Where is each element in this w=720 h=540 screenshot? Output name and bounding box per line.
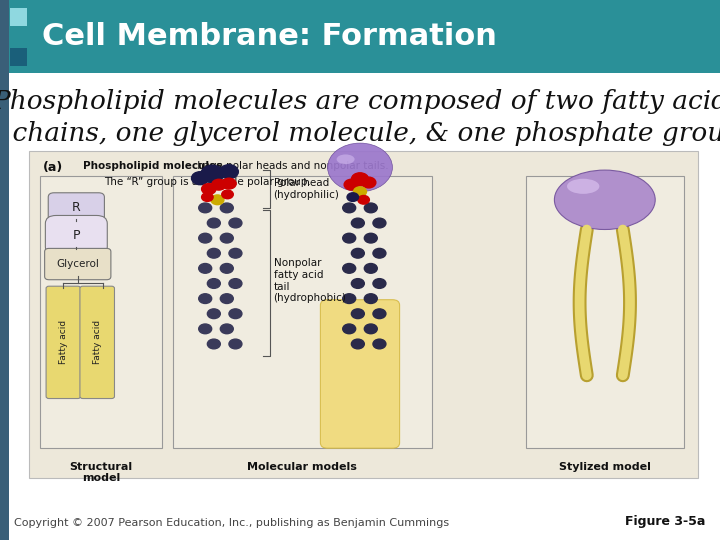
Text: (a): (a) [43, 161, 63, 174]
Text: Fatty acid: Fatty acid [59, 320, 68, 364]
Circle shape [351, 309, 364, 319]
FancyBboxPatch shape [10, 48, 27, 66]
Circle shape [220, 165, 238, 179]
Text: The “R” group is a variable polar group.: The “R” group is a variable polar group. [104, 177, 311, 187]
Circle shape [358, 195, 369, 204]
Circle shape [220, 203, 233, 213]
Circle shape [222, 178, 236, 189]
Circle shape [229, 279, 242, 288]
Circle shape [229, 309, 242, 319]
Circle shape [220, 294, 233, 303]
Circle shape [344, 179, 359, 190]
Circle shape [373, 248, 386, 258]
FancyBboxPatch shape [48, 193, 104, 223]
Circle shape [354, 187, 366, 197]
Ellipse shape [554, 170, 655, 230]
Circle shape [351, 279, 364, 288]
FancyBboxPatch shape [10, 28, 27, 46]
Text: P: P [73, 228, 80, 242]
Text: Phospholipid molecules are composed of two fatty acid
    chains, one glycerol m: Phospholipid molecules are composed of t… [0, 89, 720, 146]
Circle shape [220, 264, 233, 273]
Ellipse shape [336, 154, 354, 164]
FancyBboxPatch shape [0, 0, 9, 540]
FancyBboxPatch shape [29, 151, 698, 478]
Circle shape [343, 264, 356, 273]
Text: Figure 3-5a: Figure 3-5a [625, 515, 706, 528]
Text: Fatty acid: Fatty acid [93, 320, 102, 364]
Text: Glycerol: Glycerol [56, 259, 99, 269]
Circle shape [351, 248, 364, 258]
Circle shape [364, 324, 377, 334]
Circle shape [343, 294, 356, 303]
Text: Structural
model: Structural model [69, 462, 132, 483]
Circle shape [343, 233, 356, 243]
Circle shape [351, 173, 369, 186]
Circle shape [361, 177, 376, 188]
Circle shape [212, 179, 226, 190]
Circle shape [347, 193, 359, 201]
Circle shape [207, 309, 220, 319]
Circle shape [351, 218, 364, 228]
Circle shape [207, 218, 220, 228]
Ellipse shape [567, 179, 599, 194]
Circle shape [202, 193, 213, 201]
FancyBboxPatch shape [10, 8, 27, 26]
Circle shape [343, 203, 356, 213]
Circle shape [373, 218, 386, 228]
Text: Polar head
(hydrophilic): Polar head (hydrophilic) [274, 178, 339, 200]
Text: Stylized model: Stylized model [559, 462, 651, 472]
Circle shape [202, 184, 216, 194]
Circle shape [199, 294, 212, 303]
Circle shape [207, 248, 220, 258]
FancyBboxPatch shape [45, 215, 107, 255]
FancyBboxPatch shape [320, 300, 400, 448]
Circle shape [364, 203, 377, 213]
FancyBboxPatch shape [46, 286, 81, 399]
FancyBboxPatch shape [173, 176, 432, 448]
FancyBboxPatch shape [80, 286, 114, 399]
Circle shape [229, 339, 242, 349]
Circle shape [199, 233, 212, 243]
Circle shape [343, 324, 356, 334]
FancyBboxPatch shape [526, 176, 684, 448]
FancyBboxPatch shape [40, 176, 162, 448]
Circle shape [222, 190, 233, 199]
Text: Phospholipid molecules: Phospholipid molecules [83, 161, 222, 171]
Circle shape [373, 279, 386, 288]
Ellipse shape [328, 143, 392, 192]
Circle shape [229, 248, 242, 258]
Text: Nonpolar
fatty acid
tail
(hydrophobic): Nonpolar fatty acid tail (hydrophobic) [274, 259, 346, 303]
Circle shape [199, 324, 212, 334]
Circle shape [229, 218, 242, 228]
Circle shape [199, 264, 212, 273]
Circle shape [364, 233, 377, 243]
Circle shape [207, 339, 220, 349]
Text: Copyright © 2007 Pearson Education, Inc., publishing as Benjamin Cummings: Copyright © 2007 Pearson Education, Inc.… [14, 518, 449, 528]
Text: Molecular models: Molecular models [248, 462, 357, 472]
Text: Cell Membrane: Formation: Cell Membrane: Formation [42, 22, 497, 51]
Text: have polar heads and nonpolar tails.: have polar heads and nonpolar tails. [194, 161, 389, 171]
Circle shape [199, 203, 212, 213]
Circle shape [220, 324, 233, 334]
Circle shape [364, 294, 377, 303]
Text: R: R [72, 201, 81, 214]
Circle shape [364, 264, 377, 273]
Circle shape [211, 195, 224, 205]
Circle shape [373, 339, 386, 349]
Circle shape [373, 309, 386, 319]
Circle shape [201, 165, 224, 183]
FancyBboxPatch shape [45, 248, 111, 280]
Circle shape [207, 279, 220, 288]
FancyBboxPatch shape [0, 0, 720, 73]
Circle shape [192, 172, 209, 185]
Circle shape [351, 339, 364, 349]
Circle shape [220, 233, 233, 243]
